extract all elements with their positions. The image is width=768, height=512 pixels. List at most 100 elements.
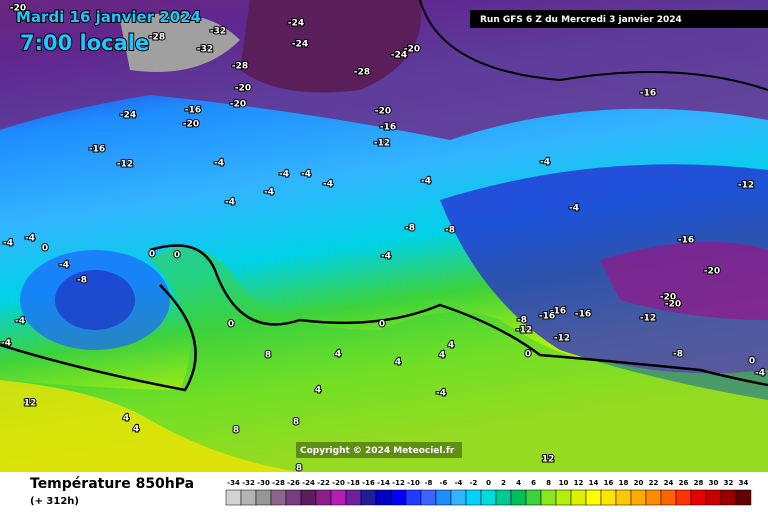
contour-label: -4	[1, 339, 11, 349]
contour-label: -16	[185, 106, 201, 116]
legend-swatch	[570, 489, 587, 506]
contour-label: 0	[149, 250, 155, 260]
contour-label: -4	[214, 159, 224, 169]
legend-swatch	[675, 489, 692, 506]
contour-label: 0	[42, 244, 48, 254]
legend-label: 22	[649, 479, 659, 487]
legend-swatch	[645, 489, 662, 506]
legend-swatch	[330, 489, 347, 506]
legend-label: -22	[317, 479, 330, 487]
legend-swatch	[540, 489, 557, 506]
contour-label: -4	[15, 317, 25, 327]
legend-swatch	[420, 489, 437, 506]
legend-swatch	[735, 489, 752, 506]
legend-label: 26	[679, 479, 689, 487]
legend-swatch	[255, 489, 272, 506]
legend-label: 28	[694, 479, 704, 487]
contour-label: -4	[3, 239, 13, 249]
legend-swatch	[390, 489, 407, 506]
contour-label: -20	[665, 300, 681, 310]
contour-label: 0	[228, 320, 234, 330]
contour-label: 4	[395, 358, 401, 368]
legend-label: -14	[377, 479, 390, 487]
lead-time: (+ 312h)	[30, 496, 79, 507]
run-info: Run GFS 6 Z du Mercredi 3 janvier 2024	[480, 15, 682, 25]
legend-swatch	[315, 489, 332, 506]
legend-swatch	[450, 489, 467, 506]
legend-label: -26	[287, 479, 300, 487]
contour-label: -20	[704, 267, 720, 277]
legend-swatch	[690, 489, 707, 506]
legend-label: -2	[470, 479, 478, 487]
contour-label: 4	[335, 350, 341, 360]
contour-label: 4	[439, 351, 445, 361]
contour-label: 0	[749, 357, 755, 367]
contour-label: 12	[542, 455, 555, 465]
contour-label: -12	[640, 314, 656, 324]
legend-label: 2	[501, 479, 506, 487]
legend-swatch	[435, 489, 452, 506]
legend-label: -10	[407, 479, 420, 487]
contour-label: -12	[738, 181, 754, 191]
legend-swatch	[525, 489, 542, 506]
legend-label: 20	[634, 479, 644, 487]
contour-label: -20	[230, 100, 246, 110]
contour-label: -20	[235, 84, 251, 94]
contour-label: -32	[210, 27, 226, 37]
legend-label: 14	[589, 479, 599, 487]
contour-label: 4	[448, 341, 454, 351]
contour-label: -4	[59, 261, 69, 271]
contour-label: -12	[117, 160, 133, 170]
contour-label: -24	[120, 111, 136, 121]
contour-label: -4	[436, 389, 446, 399]
contour-label: 8	[296, 464, 302, 474]
contour-label: -24	[288, 19, 304, 29]
contour-label: -28	[354, 68, 370, 78]
contour-label: 0	[174, 251, 180, 261]
legend-label: 4	[516, 479, 521, 487]
legend-swatch	[555, 489, 572, 506]
contour-label: -16	[640, 89, 656, 99]
legend-label: -4	[455, 479, 463, 487]
contour-label: -4	[569, 204, 579, 214]
contour-label: -20	[375, 107, 391, 117]
contour-label: 8	[265, 351, 271, 361]
legend-label: 18	[619, 479, 629, 487]
legend-swatch	[585, 489, 602, 506]
contour-label: -4	[421, 177, 431, 187]
legend-label: -30	[257, 479, 270, 487]
contour-label: -4	[225, 198, 235, 208]
contour-label: -4	[25, 234, 35, 244]
contour-label: -8	[673, 350, 683, 360]
legend-swatch	[345, 489, 362, 506]
legend-swatch	[660, 489, 677, 506]
legend-label: -12	[392, 479, 405, 487]
contour-label: -16	[575, 310, 591, 320]
contour-label: -4	[755, 369, 765, 379]
contour-label: -20	[10, 4, 26, 14]
legend-label: 32	[724, 479, 734, 487]
legend-swatch	[480, 489, 497, 506]
legend-swatch	[285, 489, 302, 506]
legend-label: -28	[272, 479, 285, 487]
footer-title: Température 850hPa	[30, 476, 194, 492]
contour-label: -4	[301, 170, 311, 180]
contour-label: 4	[315, 386, 321, 396]
legend-label: -24	[302, 479, 315, 487]
legend-label: 34	[739, 479, 749, 487]
legend-label: -18	[347, 479, 360, 487]
contour-label: 4	[133, 425, 139, 435]
legend-swatch	[630, 489, 647, 506]
legend-swatch	[495, 489, 512, 506]
contour-label: -8	[517, 316, 527, 326]
contour-label: -12	[374, 139, 390, 149]
contour-label: 12	[24, 399, 37, 409]
contour-label: -4	[540, 158, 550, 168]
contour-label: -28	[232, 62, 248, 72]
contour-label: -8	[405, 224, 415, 234]
contour-label: -20	[660, 293, 676, 303]
legend-label: -32	[242, 479, 255, 487]
legend-label: 16	[604, 479, 614, 487]
legend-swatch	[225, 489, 242, 506]
legend-label: -34	[227, 479, 240, 487]
